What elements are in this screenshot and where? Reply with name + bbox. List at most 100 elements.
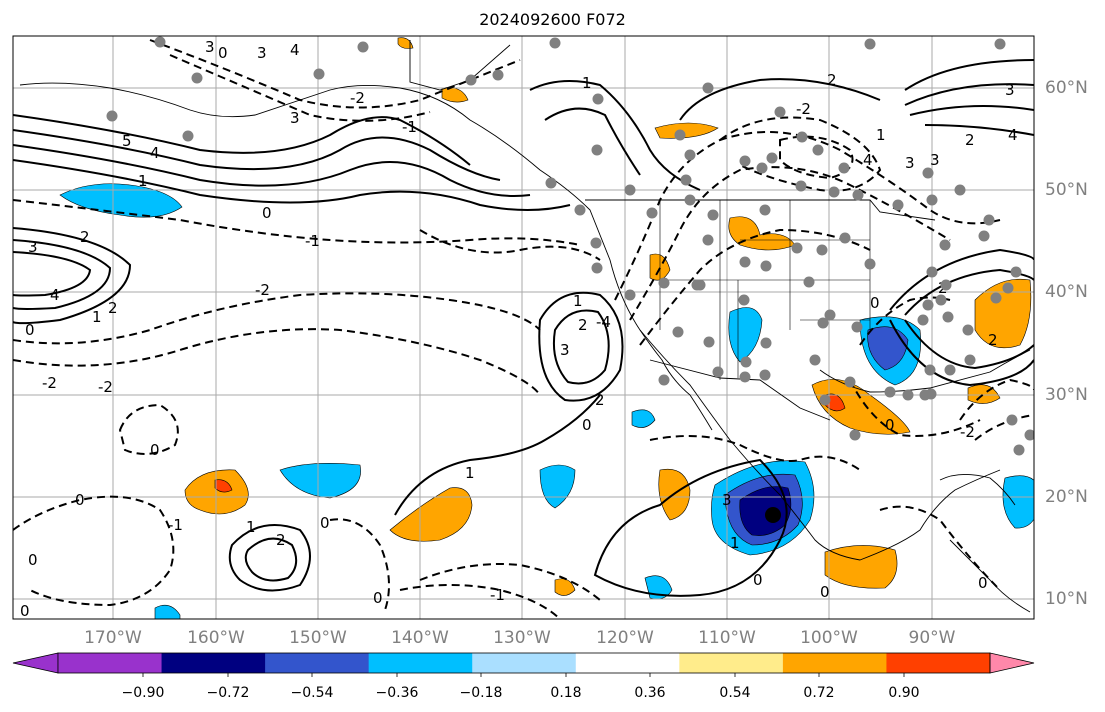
contour-label: 0 (28, 551, 38, 569)
lon-label: 170°W (84, 628, 142, 648)
contour-label: 3 (560, 341, 570, 359)
station-dot (712, 366, 724, 378)
dashed-contour-17 (419, 229, 601, 261)
solid-contour-7 (13, 251, 92, 297)
station-dot (694, 279, 706, 291)
lon-label: 120°W (596, 628, 654, 648)
station-dot (812, 144, 824, 156)
lat-label: 60°N (1045, 78, 1088, 98)
station-dot (658, 374, 670, 386)
station-dot (983, 214, 995, 226)
station-dot (646, 207, 658, 219)
shade-cyan-2 (279, 463, 361, 499)
contour-label: 3 (205, 38, 215, 56)
lat-label: 20°N (1045, 487, 1088, 507)
contour-label: 3 (28, 238, 38, 256)
contour-label: 0 (150, 441, 160, 459)
contour-label: 3 (905, 154, 915, 172)
station-dot (796, 131, 808, 143)
solid-contour-12 (244, 537, 298, 582)
contour-label: -2 (796, 100, 811, 118)
contour-label: 0 (978, 574, 988, 592)
station-dot (313, 68, 325, 80)
colorbar-tick-label: 0.90 (888, 685, 919, 701)
colorbar-tick-labels: −0.90 −0.72 −0.54 −0.36 −0.18 0.18 0.36 … (122, 685, 920, 701)
station-dot (852, 189, 864, 201)
graticule (13, 36, 1034, 619)
solid-contour-4 (13, 159, 571, 211)
colorbar-tick-label: −0.54 (291, 685, 334, 701)
solid-contour-1 (13, 114, 471, 166)
station-dot (684, 149, 696, 161)
us-mexico-border (649, 359, 831, 421)
contour-label: 3 (930, 151, 940, 169)
station-dot (465, 74, 477, 86)
station-dot (549, 37, 561, 49)
station-dot (1024, 429, 1034, 441)
contour-label: 2 (578, 316, 588, 334)
colorbar-segment (472, 653, 577, 673)
station-dot (902, 389, 914, 401)
station-dot (592, 93, 604, 105)
station-dot (774, 106, 786, 118)
contour-label: -2 (98, 378, 113, 396)
contour-label: 0 (75, 491, 85, 509)
station-dot (738, 294, 750, 306)
station-dot (864, 38, 876, 50)
contour-label: 4 (50, 286, 60, 304)
station-dot (182, 130, 194, 142)
station-dot (658, 277, 670, 289)
contour-label: 5 (122, 132, 132, 150)
dashed-contour-8 (329, 518, 561, 619)
station-dot (922, 299, 934, 311)
lon-label: 100°W (800, 628, 858, 648)
solid-contour-6 (13, 239, 112, 310)
station-dot (684, 194, 696, 206)
dashed-contour-16 (959, 378, 1034, 441)
station-dot (935, 294, 947, 306)
solid-contour-10 (394, 394, 601, 516)
station-dot (926, 266, 938, 278)
central-america-coast (939, 474, 1031, 613)
dashed-contour-1 (149, 39, 521, 109)
station-dot (944, 364, 956, 376)
colorbar-segment (58, 653, 163, 673)
solid-contour-16 (529, 78, 881, 191)
contour-label: 3 (1005, 81, 1015, 99)
station-dot (740, 356, 752, 368)
lat-label: 10°N (1045, 589, 1088, 609)
station-dot (674, 129, 686, 141)
colorbar-extend-min (12, 652, 59, 674)
contour-label: 0 (820, 583, 830, 601)
shade-cyan-4 (728, 307, 763, 363)
station-dot (809, 354, 821, 366)
colorbar-tick-label: −0.72 (207, 685, 250, 701)
contour-label: 0 (870, 294, 880, 312)
contour-label: 1 (573, 292, 583, 310)
station-dot (760, 260, 772, 272)
coastline-main (19, 82, 1001, 561)
station-dot (492, 69, 504, 81)
solid-contour-5 (13, 227, 132, 325)
station-dot (839, 232, 851, 244)
dashed-contour-7 (13, 495, 175, 607)
dashed-contour-2 (169, 54, 431, 122)
contour-label: 2 (108, 299, 118, 317)
station-dot (680, 174, 692, 186)
station-dot (702, 234, 714, 246)
station-dot (864, 258, 876, 270)
solid-contours (13, 59, 1034, 597)
station-dot (191, 72, 203, 84)
station-dot (766, 152, 778, 164)
contour-label: -1 (490, 586, 505, 604)
station-markers (106, 36, 1034, 456)
lon-label: 110°W (698, 628, 756, 648)
station-dot (994, 38, 1006, 50)
station-dot (954, 184, 966, 196)
station-dot (1002, 282, 1014, 294)
contour-label: 4 (1008, 126, 1018, 144)
contour-label: -2 (42, 374, 57, 392)
colorbar-extend-max (989, 652, 1035, 674)
lon-label: 140°W (391, 628, 449, 648)
station-dot (795, 180, 807, 192)
